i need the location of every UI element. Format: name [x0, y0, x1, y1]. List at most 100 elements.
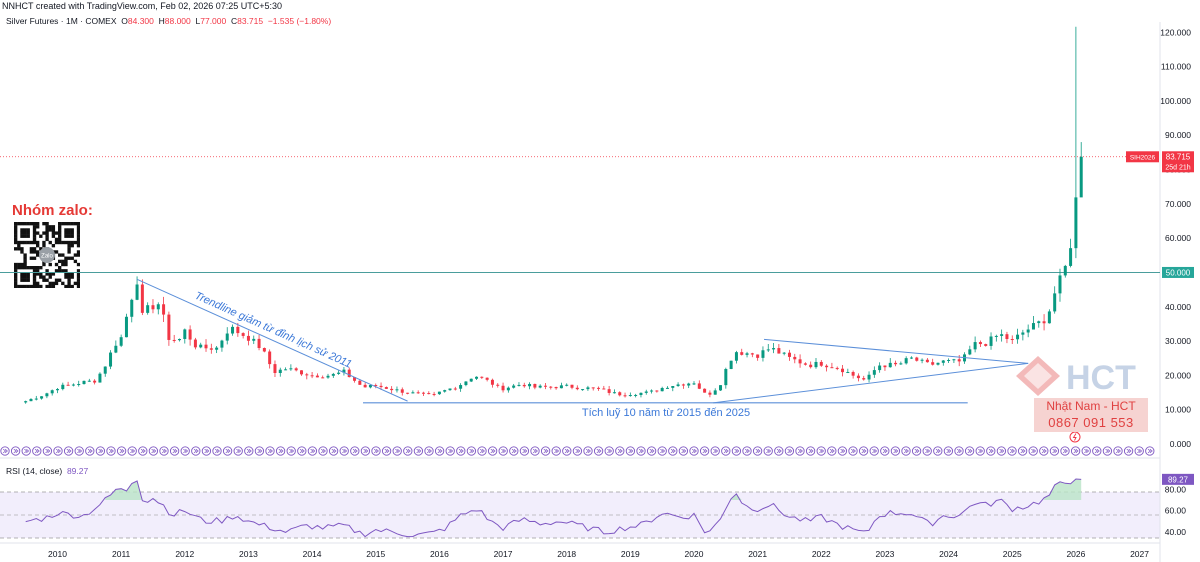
candle-body	[151, 305, 155, 310]
event-marker	[21, 446, 31, 456]
event-marker	[233, 446, 243, 456]
candle-body	[559, 385, 563, 389]
event-marker	[625, 446, 636, 456]
time-tick-label: 2013	[239, 549, 258, 559]
dividend-marker-icon	[1069, 431, 1081, 443]
symbol-legend: Silver Futures · 1M · COMEX O84.300 H88.…	[6, 16, 331, 26]
event-marker	[1007, 446, 1017, 456]
candle-body	[29, 399, 33, 402]
event-marker	[350, 446, 360, 456]
candle-body	[814, 361, 818, 368]
hct-logo: HCT	[1016, 356, 1136, 397]
time-tick-label: 2012	[175, 549, 194, 559]
candle-body	[215, 347, 219, 350]
candle-body	[379, 385, 383, 388]
candle-body	[183, 329, 187, 339]
candle-body	[528, 383, 532, 387]
candle-body	[650, 390, 654, 392]
event-marker	[763, 446, 773, 456]
candle-body	[671, 386, 675, 388]
event-marker	[657, 446, 667, 456]
candle-body	[692, 383, 696, 385]
candle-body	[1010, 339, 1014, 341]
candle-body	[395, 389, 399, 391]
candle-body	[697, 383, 701, 389]
candle-body	[284, 369, 288, 371]
trendline-label: Trendline giảm từ đỉnh lịch sử 2011	[193, 290, 354, 371]
candle-body	[453, 388, 457, 390]
price-axis: 0.000 10.000 20.000 30.000 40.000 50.000 60.00…	[1160, 27, 1191, 449]
countdown-badge-text: 25d 21h	[1165, 164, 1190, 171]
candle-body	[575, 387, 579, 390]
event-marker	[1092, 446, 1102, 456]
candle-body	[241, 333, 245, 336]
candle-body	[1074, 197, 1078, 249]
event-marker	[996, 446, 1007, 456]
event-marker	[191, 446, 201, 456]
price-badge-text: 83.715	[1166, 152, 1191, 161]
candle-body	[485, 377, 489, 380]
candle-body	[289, 368, 293, 370]
low-value: 77.000	[200, 16, 227, 26]
time-tick-label: 2010	[48, 549, 67, 559]
candle-body	[623, 395, 627, 397]
candle-body	[936, 362, 940, 365]
candle-body	[904, 358, 908, 364]
event-marker	[477, 446, 487, 456]
event-marker	[53, 446, 63, 456]
rsi-badge-text: 89.27	[1168, 475, 1189, 484]
event-marker	[10, 446, 21, 456]
candle-body	[766, 349, 770, 351]
candle-body	[326, 375, 330, 378]
candle-body	[1079, 156, 1083, 198]
event-marker	[774, 446, 784, 456]
candle-body	[819, 361, 823, 366]
event-marker	[1070, 446, 1081, 456]
candle-body	[299, 370, 303, 375]
candle-body	[469, 378, 473, 382]
open-label: O	[121, 16, 128, 26]
event-marker	[848, 446, 858, 456]
candle-body	[512, 385, 516, 388]
event-marker	[456, 446, 466, 456]
candle-body	[501, 385, 505, 391]
event-marker	[827, 446, 837, 456]
candle-body	[82, 380, 86, 385]
candle-body	[315, 375, 319, 378]
candle-body	[947, 360, 951, 362]
time-tick-label: 2027	[1130, 549, 1149, 559]
candle-body	[368, 385, 372, 388]
event-marker	[487, 446, 498, 456]
event-marker	[975, 446, 985, 456]
candle-body	[114, 345, 118, 353]
rsi-tick-label: 40.00	[1165, 527, 1187, 537]
event-marker	[699, 446, 710, 456]
price-tick-label: 10.000	[1165, 405, 1191, 415]
event-marker	[275, 446, 286, 456]
rsi-line	[25, 478, 1082, 538]
candle-body	[262, 348, 266, 352]
candle-body	[554, 386, 558, 389]
candle-body	[740, 352, 744, 355]
candle-body	[925, 359, 929, 363]
event-marker	[222, 446, 233, 456]
event-marker	[180, 446, 190, 456]
candle-body	[984, 344, 988, 346]
change-value: −1.535 (−1.80%)	[267, 16, 332, 26]
event-marker	[148, 446, 159, 456]
event-marker	[943, 446, 954, 456]
level-badge-text: 50.000	[1166, 268, 1191, 277]
event-marker	[933, 446, 943, 456]
event-marker	[138, 446, 148, 456]
ticker-badge-text: SIH2026	[1130, 154, 1156, 161]
candle-body	[713, 390, 717, 395]
candle-body	[50, 390, 54, 394]
candle-body	[98, 373, 102, 383]
candle-body	[353, 377, 357, 381]
candle-body	[411, 392, 415, 394]
event-marker	[0, 446, 10, 456]
candle-body	[427, 393, 431, 395]
open-value: 84.300	[127, 16, 154, 26]
event-marker	[381, 446, 392, 456]
